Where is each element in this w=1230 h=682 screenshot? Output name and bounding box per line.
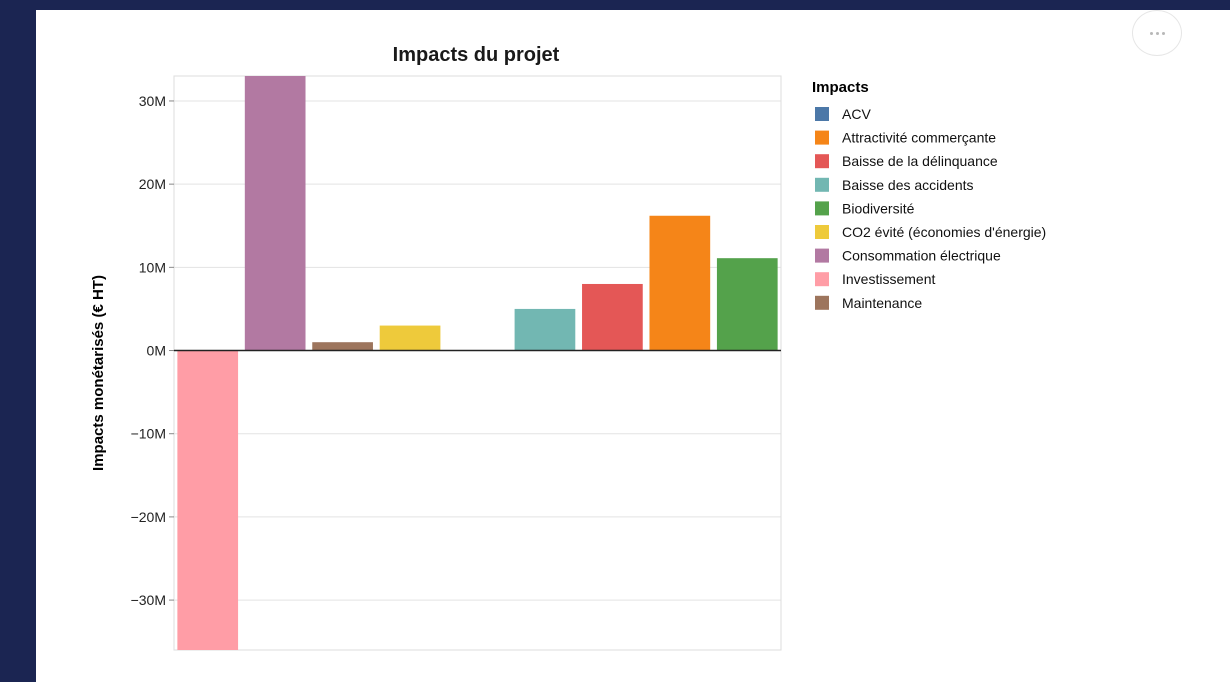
- legend-swatch: [815, 201, 829, 216]
- legend-label: Baisse des accidents: [842, 177, 974, 193]
- legend-swatch: [815, 154, 829, 169]
- bar-maintenance[interactable]: [312, 342, 373, 351]
- bar-consommation-lectrique[interactable]: [244, 76, 306, 351]
- legend-swatch: [815, 248, 829, 263]
- more-options-button[interactable]: [1132, 10, 1182, 56]
- plot-frame: [173, 75, 782, 651]
- y-tick-label: 30M: [139, 93, 166, 109]
- chart-card: Impacts du projet −30M −20M −10M 0M 10M 20M 30…: [36, 10, 1230, 682]
- y-tick-label: −20M: [131, 509, 166, 525]
- legend-label: Consommation électrique: [842, 248, 1001, 264]
- bar-baisse-des-accidents[interactable]: [514, 308, 576, 351]
- legend-swatch: [815, 177, 829, 192]
- more-horizontal-icon: [1161, 31, 1165, 35]
- more-horizontal-icon: [1149, 31, 1153, 35]
- bar-investissement[interactable]: [177, 350, 239, 650]
- legend-swatch: [815, 295, 829, 310]
- bar-baisse-de-la-d-linquance[interactable]: [582, 283, 643, 351]
- y-tick-label: 10M: [139, 259, 166, 275]
- legend-label: Investissement: [842, 271, 935, 287]
- legend-label: Biodiversité: [842, 200, 915, 216]
- legend-swatch: [815, 130, 829, 145]
- y-tick-label: −10M: [131, 426, 166, 442]
- legend-label: Maintenance: [842, 295, 922, 311]
- y-axis: −30M −20M −10M 0M 10M 20M 30M: [131, 93, 174, 608]
- legend: ACV Attractivité commerçante Baisse de la …: [815, 106, 1046, 311]
- y-tick-label: −30M: [131, 592, 166, 608]
- y-tick-label: 20M: [139, 176, 166, 192]
- chart-title: Impacts du projet: [393, 44, 560, 66]
- legend-label: CO2 évité (économies d'énergie): [842, 224, 1046, 240]
- bar-attractivit-commer-ante[interactable]: [649, 215, 711, 351]
- legend-swatch: [815, 107, 829, 121]
- bar-biodiversit[interactable]: [716, 258, 778, 351]
- legend-label: ACV: [842, 106, 871, 122]
- legend-label: Attractivité commerçante: [842, 130, 996, 146]
- bars: [177, 76, 778, 650]
- legend-swatch: [815, 225, 829, 239]
- legend-label: Baisse de la délinquance: [842, 153, 998, 169]
- legend-title: Impacts: [812, 79, 869, 96]
- y-axis-title: Impacts monétarisés (€ HT): [90, 275, 107, 471]
- more-horizontal-icon: [1155, 31, 1159, 35]
- bar-co2-vit-conomies-d-nergie[interactable]: [379, 325, 441, 351]
- bar-chart: Impacts du projet −30M −20M −10M 0M 10M 20M 30…: [90, 44, 1046, 651]
- y-tick-label: 0M: [147, 343, 166, 359]
- legend-swatch: [815, 272, 829, 287]
